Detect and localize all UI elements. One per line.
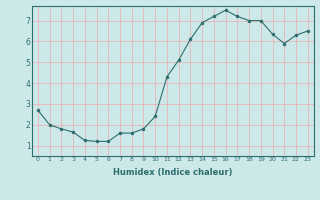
X-axis label: Humidex (Indice chaleur): Humidex (Indice chaleur)	[113, 168, 233, 177]
